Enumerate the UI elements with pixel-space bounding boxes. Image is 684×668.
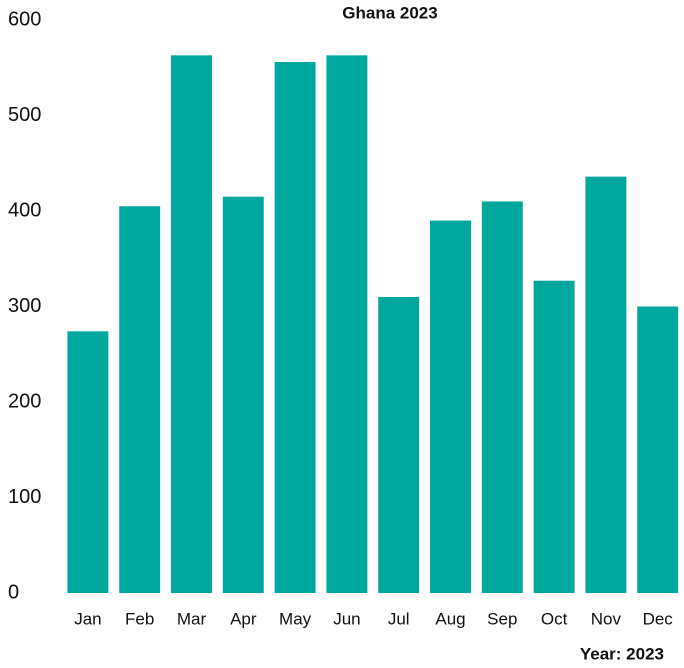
bar (533, 280, 575, 593)
x-tick-label: May (279, 609, 312, 628)
y-tick-label: 300 (8, 295, 41, 317)
bar (119, 206, 161, 593)
bar (378, 296, 420, 593)
x-tick-label: Feb (125, 609, 154, 628)
y-tick-label: 0 (8, 581, 19, 603)
x-tick-label: Nov (591, 609, 622, 628)
bar (585, 176, 627, 593)
y-tick-label: 500 (8, 104, 41, 126)
bar (637, 306, 679, 593)
y-tick-label: 200 (8, 390, 41, 412)
x-tick-label: Oct (541, 609, 568, 628)
bar (430, 220, 471, 594)
x-tick-label: Sep (487, 609, 517, 628)
bar (222, 196, 264, 594)
x-tick-label: Jun (333, 609, 360, 628)
x-tick-label: Mar (177, 609, 207, 628)
x-tick-label: Apr (230, 609, 257, 628)
bar (274, 62, 316, 593)
chart-footer: Year: 2023 (580, 644, 664, 663)
chart-title: Ghana 2023 (342, 3, 437, 22)
bar (171, 55, 212, 593)
x-tick-label: Dec (643, 609, 674, 628)
y-tick-label: 400 (8, 199, 41, 221)
x-tick-label: Jan (74, 609, 101, 628)
bar (481, 201, 523, 593)
x-tick-label: Aug (435, 609, 465, 628)
x-tick-label: Jul (388, 609, 410, 628)
y-tick-label: 100 (8, 486, 41, 508)
y-tick-label: 600 (8, 8, 41, 30)
bar (67, 331, 109, 593)
bar (326, 55, 368, 593)
